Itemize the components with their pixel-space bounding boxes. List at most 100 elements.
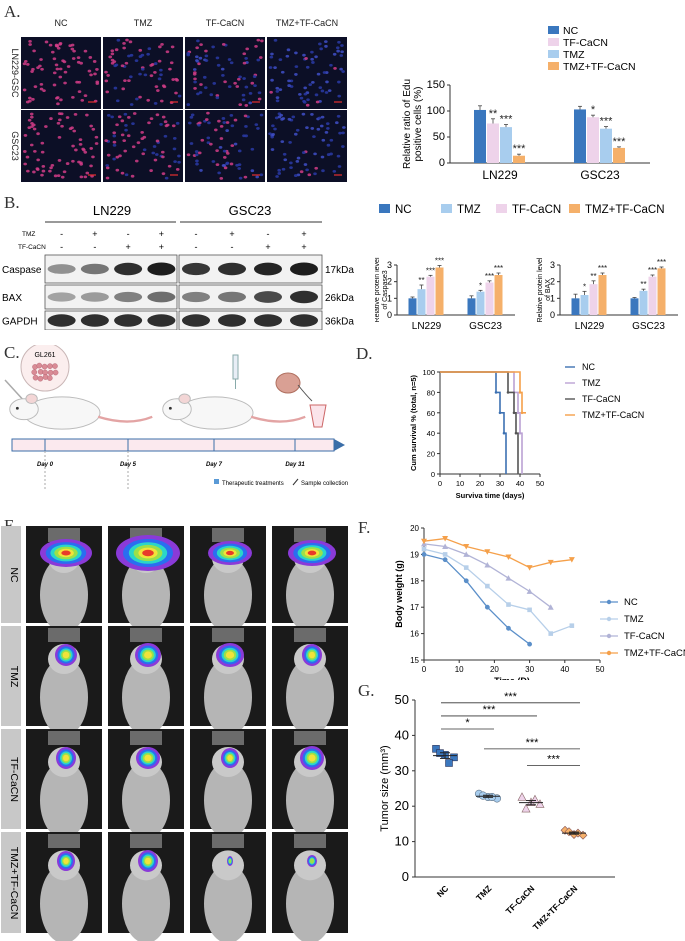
a-nucleus — [149, 169, 153, 172]
a-nucleus — [39, 82, 44, 86]
a-col-label-3: TMZ+TF-CaCN — [276, 18, 338, 28]
mouse-head — [162, 398, 192, 421]
a-nucleus — [275, 99, 280, 103]
comparison-label: *** — [483, 704, 497, 716]
a-nucleus — [340, 50, 344, 54]
blot-band — [80, 314, 109, 327]
a-nucleus — [303, 92, 308, 96]
censor-mark — [516, 411, 520, 415]
a-nucleus — [32, 127, 37, 131]
a-nucleus — [225, 121, 230, 124]
a-nucleus — [25, 155, 30, 159]
y-tick-label: 0 — [550, 310, 555, 320]
y-tick-label: 0 — [439, 157, 445, 169]
a-nucleus — [278, 88, 283, 92]
a-nucleus — [63, 81, 67, 85]
e-signal-yellow — [144, 754, 152, 762]
a-nucleus — [332, 169, 337, 173]
e-mouse-body — [286, 557, 334, 633]
a-nucleus — [49, 117, 53, 120]
e-signal-red — [142, 549, 154, 557]
category-label: LN229 — [575, 321, 605, 332]
a-nucleus — [303, 86, 308, 90]
a-nucleus — [91, 127, 96, 131]
a-nucleus — [204, 59, 209, 62]
a-nucleus — [22, 62, 27, 66]
a-nucleus — [310, 57, 314, 61]
a-nucleus — [209, 93, 214, 97]
a-nucleus — [156, 89, 160, 92]
a-nucleus — [248, 101, 252, 105]
a-nucleus — [124, 173, 129, 177]
legend-swatch — [548, 26, 559, 34]
a-nucleus — [197, 123, 201, 127]
a-nucleus — [280, 70, 285, 74]
a-nucleus — [32, 170, 36, 174]
a-nucleus — [312, 135, 316, 139]
a-nucleus — [287, 117, 292, 121]
a-nucleus — [189, 115, 194, 119]
a-nucleus — [199, 169, 203, 172]
a-nucleus — [324, 91, 329, 94]
a-nucleus — [254, 44, 258, 48]
y-tick-label: 60 — [427, 409, 435, 418]
a-nucleus — [28, 96, 32, 100]
tube-icon — [309, 404, 327, 428]
y-tick-label: 19 — [410, 550, 419, 559]
a-nucleus — [269, 55, 274, 59]
a-nucleus — [71, 159, 75, 163]
a-nucleus — [92, 60, 97, 63]
significance-label: ** — [640, 280, 646, 289]
a-nucleus — [83, 175, 88, 179]
weight-point — [547, 559, 554, 566]
a-nucleus — [279, 113, 284, 117]
gl261-cell — [52, 363, 58, 369]
a-micro-image — [103, 37, 183, 109]
comparison-label: * — [465, 717, 470, 729]
a-nucleus — [116, 38, 121, 42]
a-nucleus — [32, 49, 36, 53]
censor-mark — [512, 411, 516, 415]
legend-swatch — [548, 62, 559, 70]
y-tick-label: 17 — [410, 603, 419, 612]
bar — [574, 109, 586, 163]
legend-label: TF-CaCN — [512, 204, 561, 216]
a-nucleus — [52, 83, 57, 87]
weight-point — [421, 552, 427, 557]
panel-letter-a: A. — [4, 2, 21, 21]
a-nucleus — [302, 53, 306, 57]
a-nucleus — [106, 74, 110, 77]
e-signal-yellow — [62, 651, 70, 659]
a-nucleus — [95, 82, 100, 85]
e-signal-yellow — [63, 754, 69, 762]
a-nucleus — [135, 97, 139, 101]
a-nucleus — [165, 123, 170, 127]
legend-label: TMZ+TF-CaCN — [624, 648, 685, 659]
a-nucleus — [40, 141, 45, 145]
a-nucleus — [230, 144, 235, 148]
a-nucleus — [89, 73, 93, 77]
significance-label: *** — [598, 264, 607, 273]
tumor-point — [432, 745, 440, 753]
a-nuclei-group — [23, 112, 99, 179]
legend-label: NC — [624, 597, 638, 608]
x-tick-label: 50 — [536, 479, 544, 488]
a-nucleus — [222, 121, 227, 124]
weight-point — [463, 565, 469, 570]
a-nucleus — [242, 52, 247, 56]
y-tick-label: 50 — [395, 692, 409, 707]
blot-sign: - — [60, 242, 63, 252]
censor-mark — [518, 391, 522, 394]
a-nucleus — [71, 95, 75, 99]
x-tick-label: 0 — [438, 479, 442, 488]
a-nucleus — [65, 116, 70, 119]
weight-point — [484, 604, 490, 610]
blot-sign: - — [195, 242, 198, 252]
a-nucleus — [170, 45, 175, 49]
y-tick-label: 150 — [427, 79, 445, 91]
a-nucleus — [39, 58, 43, 61]
a-nucleus — [138, 55, 143, 58]
a-nucleus — [159, 73, 163, 77]
a-nucleus — [62, 170, 67, 174]
gl261-cell — [32, 374, 39, 381]
